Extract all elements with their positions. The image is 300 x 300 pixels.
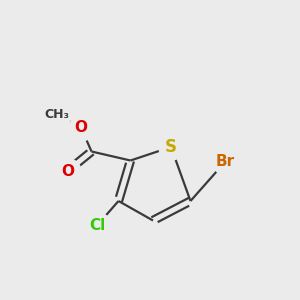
- Text: O: O: [61, 164, 74, 178]
- Text: S: S: [165, 138, 177, 156]
- Text: CH₃: CH₃: [44, 107, 70, 121]
- Text: Cl: Cl: [89, 218, 106, 232]
- Text: O: O: [74, 120, 88, 135]
- Text: Br: Br: [215, 154, 235, 169]
